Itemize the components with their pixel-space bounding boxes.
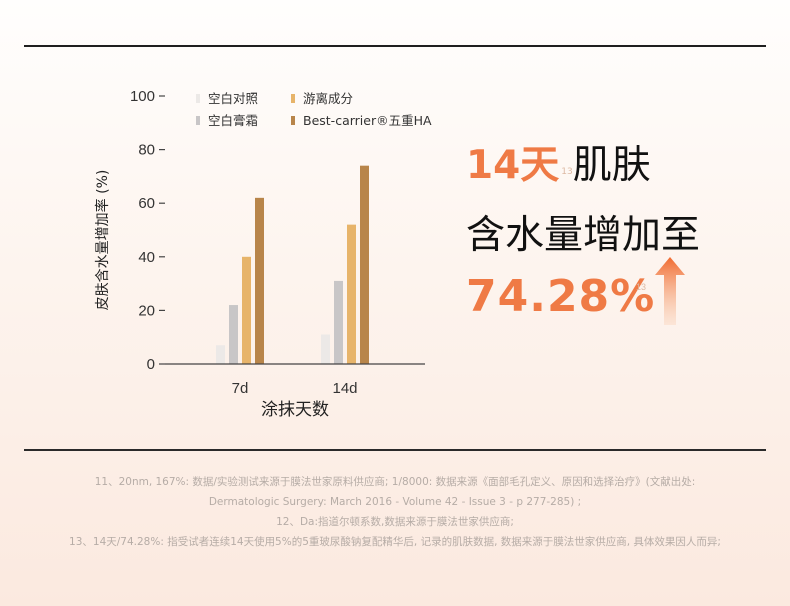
footnote-13: 13、14天/74.28%: 指受试者连续14天使用5%的5重玻尿酸钠复配精华后… — [69, 536, 721, 548]
footnote-11: 11、20nm, 167%: 数据/实验测试来源于膜法世家原料供应商; 1/80… — [94, 476, 696, 488]
bottom-divider — [24, 449, 766, 451]
bar-7d-series-0 — [216, 345, 225, 364]
y-tick-label: 100 — [130, 88, 155, 105]
y-tick-label: 40 — [138, 249, 155, 266]
headline-days: 14天 — [466, 143, 560, 188]
y-tick-label: 20 — [138, 302, 155, 319]
y-axis-label: 皮肤含水量增加率 (%) — [94, 170, 111, 311]
y-tick-label: 80 — [138, 142, 155, 159]
bar-14d-series-0 — [321, 334, 330, 364]
legend-label: 空白膏霜 — [208, 113, 258, 128]
bar-14d-series-3 — [360, 165, 369, 364]
value-footnote-ref: 13 — [636, 282, 647, 292]
hydration-value: 74.28% — [466, 271, 656, 322]
y-tick-label: 0 — [147, 356, 155, 373]
footnote-12: 12、Da:指道尔顿系数,数据来源于膜法世家供应商; — [276, 516, 514, 528]
top-divider — [24, 45, 766, 47]
headline-skin: 肌肤 — [572, 143, 651, 188]
bar-7d-series-3 — [255, 197, 264, 364]
bar-series — [216, 165, 369, 364]
legend-swatch — [196, 94, 200, 103]
footnote-ref: 13 — [561, 167, 573, 177]
headline-line1: 14天 13肌肤 — [466, 140, 651, 192]
legend-swatch — [291, 116, 295, 125]
legend-label: 游离成分 — [303, 91, 353, 106]
bar-7d-series-1 — [229, 305, 238, 364]
bar-14d-series-2 — [347, 224, 356, 364]
up-arrow-icon — [655, 257, 685, 325]
footnotes: 11、20nm, 167%: 数据/实验测试来源于膜法世家原料供应商; 1/80… — [20, 472, 770, 552]
y-tick-label: 60 — [138, 195, 155, 212]
x-axis-ticks: 7d 14d — [232, 380, 358, 397]
bar-7d-series-2 — [242, 256, 251, 364]
legend-swatch — [196, 116, 200, 125]
x-tick-label: 7d — [232, 380, 249, 397]
y-axis-ticks: 0 20 40 60 80 100 — [130, 88, 165, 373]
legend-label: Best-carrier®五重HA — [303, 113, 432, 128]
x-tick-label: 14d — [332, 380, 357, 397]
headline-line2: 含水量增加至 — [466, 213, 701, 258]
bar-14d-series-1 — [334, 280, 343, 364]
legend-swatch — [291, 94, 295, 103]
x-axis-label: 涂抹天数 — [261, 400, 329, 420]
footnote-11-source: Dermatologic Surgery: March 2016 - Volum… — [208, 496, 582, 508]
legend-label: 空白对照 — [208, 91, 258, 106]
